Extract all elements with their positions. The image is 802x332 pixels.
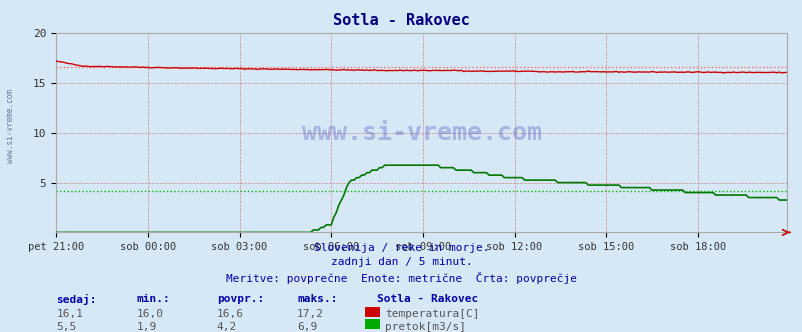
Text: temperatura[C]: temperatura[C] xyxy=(385,309,480,319)
Text: Slovenija / reke in morje.: Slovenija / reke in morje. xyxy=(314,243,488,253)
Text: maks.:: maks.: xyxy=(297,294,337,304)
Text: 6,9: 6,9 xyxy=(297,322,317,332)
Text: povpr.:: povpr.: xyxy=(217,294,264,304)
Text: Sotla - Rakovec: Sotla - Rakovec xyxy=(333,13,469,28)
Text: 1,9: 1,9 xyxy=(136,322,156,332)
Text: 4,2: 4,2 xyxy=(217,322,237,332)
Text: www.si-vreme.com: www.si-vreme.com xyxy=(6,89,15,163)
Text: www.si-vreme.com: www.si-vreme.com xyxy=(302,121,541,145)
Text: 17,2: 17,2 xyxy=(297,309,324,319)
Text: min.:: min.: xyxy=(136,294,170,304)
Text: 16,6: 16,6 xyxy=(217,309,244,319)
Text: 5,5: 5,5 xyxy=(56,322,76,332)
Text: Sotla - Rakovec: Sotla - Rakovec xyxy=(377,294,478,304)
Text: 16,1: 16,1 xyxy=(56,309,83,319)
Text: zadnji dan / 5 minut.: zadnji dan / 5 minut. xyxy=(330,257,472,267)
Text: Meritve: povprečne  Enote: metrične  Črta: povprečje: Meritve: povprečne Enote: metrične Črta:… xyxy=(225,272,577,284)
Text: sedaj:: sedaj: xyxy=(56,294,96,305)
Text: 16,0: 16,0 xyxy=(136,309,164,319)
Text: pretok[m3/s]: pretok[m3/s] xyxy=(385,322,466,332)
